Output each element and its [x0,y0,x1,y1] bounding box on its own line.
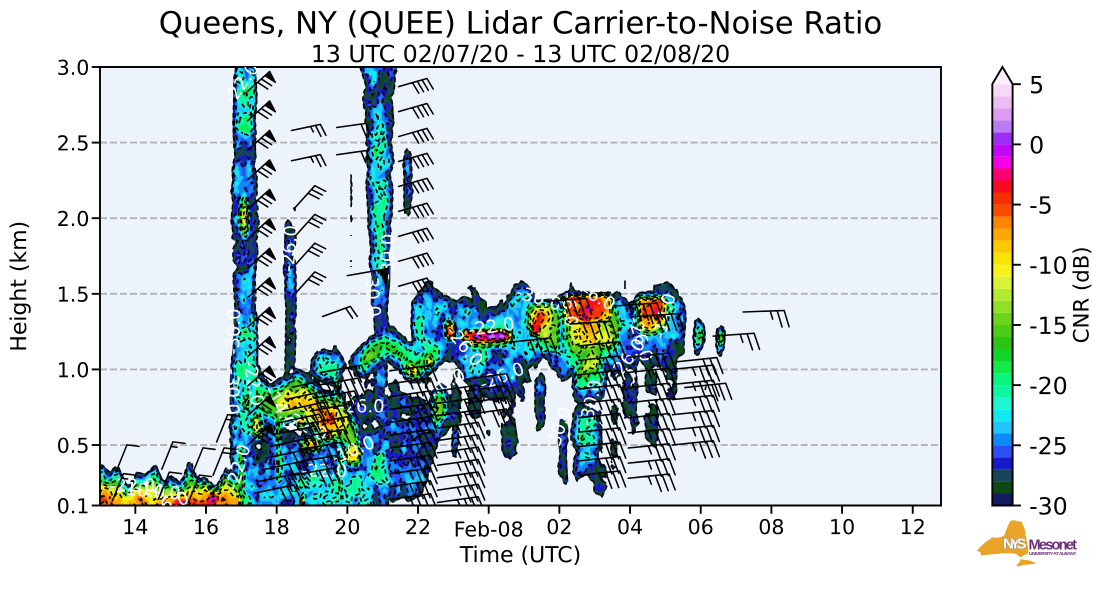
svg-text:NYS: NYS [1003,536,1027,553]
svg-text:Mesonet: Mesonet [1029,537,1078,553]
svg-text:UNIVERSITY AT ALBANY: UNIVERSITY AT ALBANY [1029,551,1077,557]
